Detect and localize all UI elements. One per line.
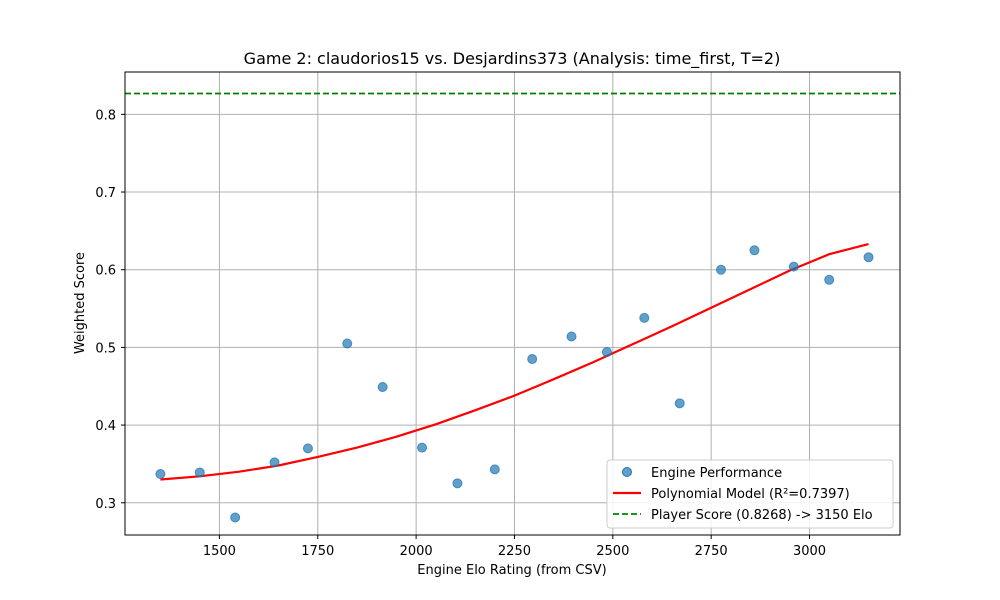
y-tick-label: 0.4 [95,419,116,434]
ticks: 1500 1750 2000 2250 2500 2750 3000 0.3 0.4 0.5 0.6… [95,108,826,559]
engine-performance-point [716,264,727,275]
y-axis-label: Weighted Score [73,252,88,354]
engine-performance-point [155,469,166,480]
x-tick-label: 3000 [793,544,826,559]
y-tick-label: 0.3 [95,497,116,512]
axes-frame [124,71,901,536]
grid [125,72,900,535]
engine-performance-point [342,338,353,349]
engine-performance-point [377,382,388,393]
engine-performance-point [824,274,835,285]
engine-performance-point [566,331,577,342]
legend: Engine Performance Polynomial Model (R²=0… [606,459,894,529]
y-tick-label: 0.8 [95,108,116,123]
engine-performance-point [749,245,760,256]
x-tick-label: 2250 [498,544,531,559]
x-tick-label: 2000 [400,544,433,559]
engine-performance-point [674,398,685,409]
x-tick-label: 1500 [203,544,236,559]
y-tick-label: 0.6 [95,264,116,279]
engine-performance-point [269,457,280,468]
engine-performance-point [489,464,500,475]
engine-performance-point [452,478,463,489]
x-tick-label: 2750 [695,544,728,559]
engine-performance-point [302,443,313,454]
x-tick-label: 1750 [301,544,334,559]
engine-performance-point [417,442,428,453]
engine-performance-point [788,261,799,272]
x-tick-label: 2500 [596,544,629,559]
legend-label: Player Score (0.8268) -> 3150 Elo [651,508,873,523]
engine-performance-point [601,347,612,358]
engine-performance-point [194,467,205,478]
engine-performance-point [527,354,538,365]
y-tick-label: 0.5 [95,341,116,356]
x-axis-label: Engine Elo Rating (from CSV) [417,563,606,578]
chart-title: Game 2: claudorios15 vs. Desjardins373 (… [244,49,781,69]
engine-performance-point [639,312,650,323]
legend-label: Engine Performance [651,466,782,481]
legend-marker-engine-performance [622,467,632,477]
engine-performance-point [863,252,874,263]
polynomial-model-line [160,243,869,481]
y-tick-label: 0.7 [95,186,116,201]
plot-area [125,92,900,523]
legend-label: Polynomial Model (R²=0.7397) [651,487,850,502]
engine-performance-point [230,512,241,523]
legend-box [606,459,894,529]
